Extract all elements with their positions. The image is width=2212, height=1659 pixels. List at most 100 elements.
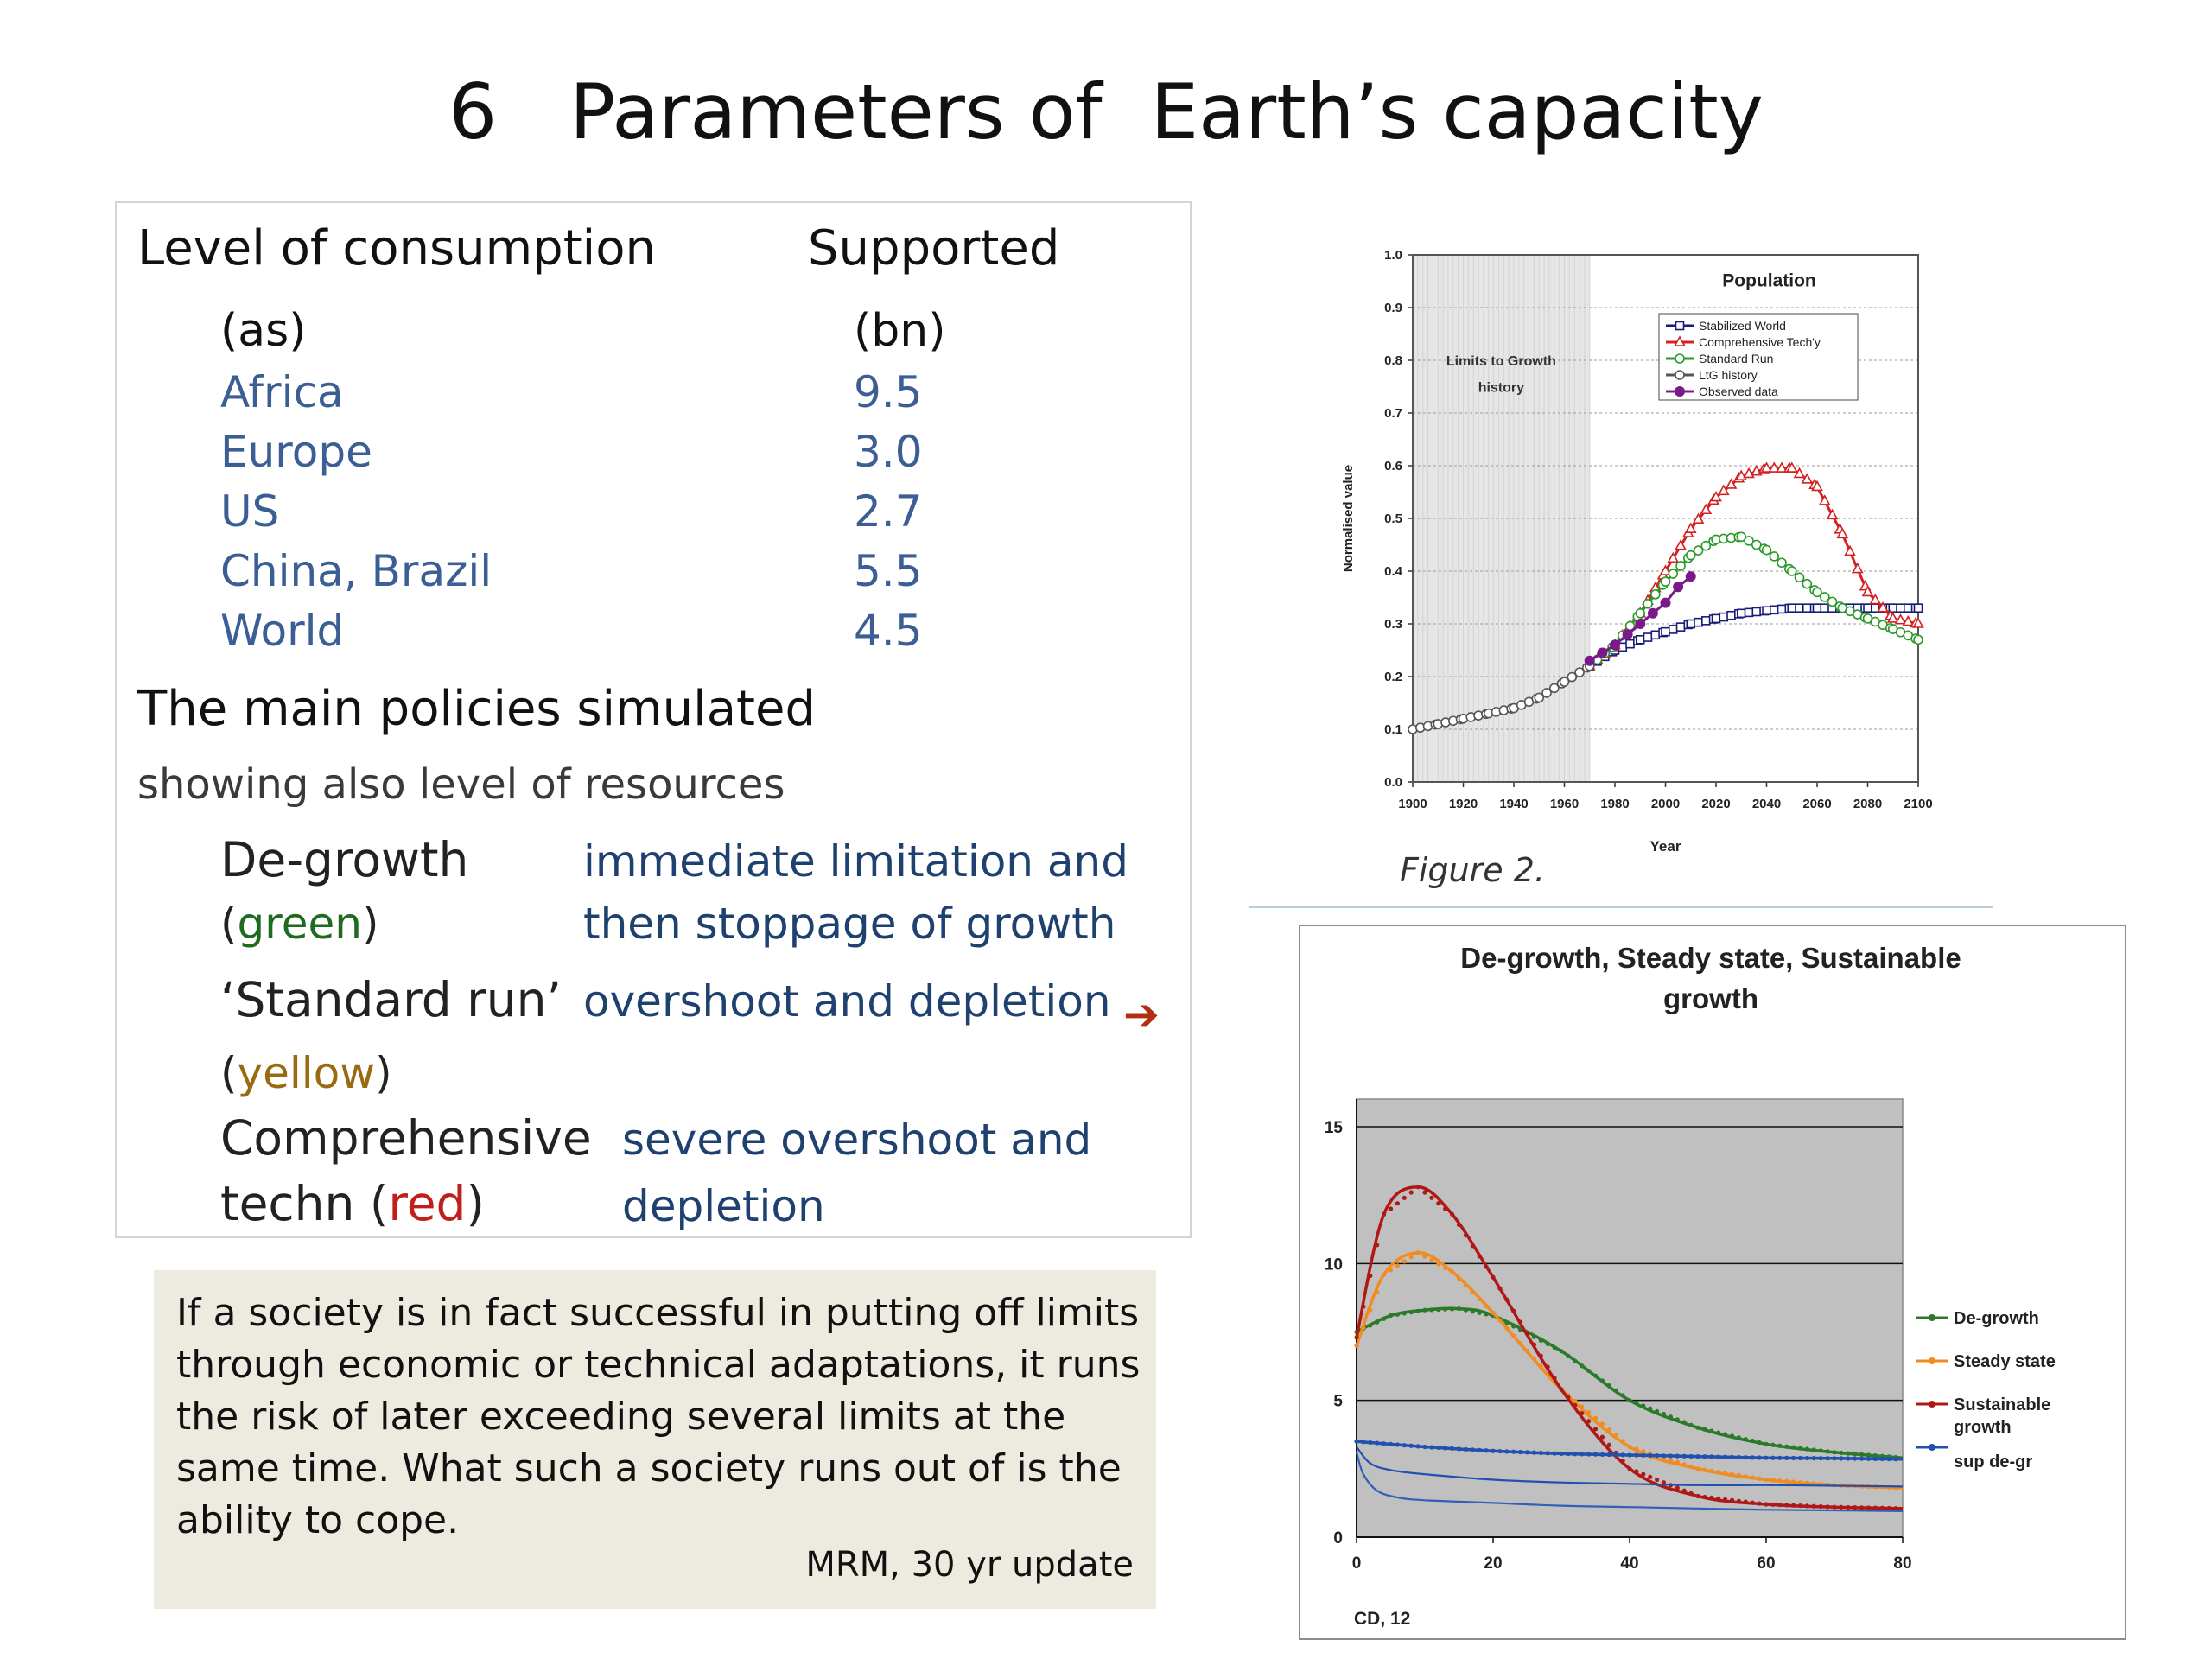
- policy-degrowth-name: De-growth: [220, 832, 469, 887]
- data-point: [1791, 1455, 1796, 1461]
- row-name: Africa: [220, 367, 344, 417]
- series-line: [1588, 535, 1919, 667]
- data-point: [1484, 1312, 1489, 1317]
- data-point: [1729, 1471, 1735, 1477]
- legend-box: [1658, 313, 1859, 401]
- data-point: [1511, 1333, 1516, 1338]
- data-point: [1592, 1427, 1599, 1432]
- data-point: [1354, 1439, 1359, 1444]
- row-name: US: [220, 486, 280, 537]
- data-point: [1685, 571, 1696, 582]
- data-point: [1641, 1448, 1646, 1454]
- x-tick-label: 1940: [1499, 797, 1528, 811]
- data-point: [1866, 1456, 1872, 1461]
- data-point: [1382, 1211, 1387, 1217]
- data-point: [1606, 1382, 1611, 1389]
- data-point: [1770, 1478, 1776, 1483]
- data-point: [1681, 1420, 1687, 1425]
- legend-label: Comprehensive Tech'y: [1699, 335, 1821, 349]
- data-point: [1894, 613, 1907, 625]
- data-point: [1694, 617, 1703, 627]
- data-point: [1711, 613, 1721, 624]
- row-value: 3.0: [854, 427, 923, 477]
- data-point: [1776, 461, 1788, 473]
- data-point: [1688, 1464, 1694, 1469]
- data-point: [1552, 1451, 1557, 1456]
- data-point: [1531, 1342, 1536, 1347]
- data-point: [1661, 626, 1670, 637]
- population-chart: 0.0 0.1 0.2 0.3 0.4 0.5 0.6 0.7 0.8 0.9 1.0 1900 192…: [1341, 248, 1933, 855]
- data-point: [1534, 692, 1545, 703]
- data-point: [1559, 1349, 1564, 1354]
- data-point: [1395, 1312, 1400, 1317]
- data-point: [1912, 617, 1924, 628]
- data-point: [1592, 1415, 1599, 1421]
- data-point: [1777, 557, 1787, 569]
- data-point: [1723, 1432, 1728, 1437]
- policy-comprehensive-name2: techn (red): [220, 1176, 485, 1231]
- data-point: [1700, 503, 1713, 515]
- policy-comprehensive-desc2: depletion: [622, 1181, 825, 1231]
- data-point: [1804, 1446, 1809, 1452]
- data-point: [1903, 603, 1913, 613]
- data-point: [1659, 564, 1672, 575]
- data-point: [1668, 1453, 1673, 1459]
- data-point: [1743, 1455, 1748, 1460]
- capacity-table: Level of consumption Supported (as) (bn)…: [115, 201, 1192, 1238]
- data-point: [1597, 647, 1608, 658]
- data-point: [1395, 1201, 1400, 1206]
- data-point: [1784, 1444, 1789, 1449]
- data-point: [1673, 582, 1684, 593]
- data-point: [1681, 1488, 1687, 1493]
- col1-sub: (as): [220, 305, 307, 357]
- col2-sub: (bn): [854, 305, 946, 357]
- data-point: [1736, 1454, 1741, 1460]
- y-tick-label: 0.1: [1384, 722, 1402, 737]
- data-point: [1661, 1411, 1667, 1417]
- data-point: [1709, 1495, 1714, 1500]
- data-point: [1634, 1452, 1639, 1458]
- data-point: [1484, 1264, 1489, 1269]
- data-point: [1620, 1459, 1625, 1464]
- data-point: [1750, 1475, 1755, 1480]
- data-point: [1750, 1500, 1755, 1505]
- data-point: [1719, 612, 1729, 622]
- data-point: [1368, 1440, 1373, 1446]
- data-point: [1668, 625, 1678, 634]
- data-point: [1402, 1195, 1407, 1200]
- data-point: [1610, 639, 1620, 651]
- data-point: [1794, 572, 1805, 583]
- data-point: [1484, 1303, 1489, 1309]
- data-point: [1729, 1433, 1735, 1439]
- legend-marker: [1929, 1401, 1936, 1408]
- data-point: [1757, 1455, 1762, 1460]
- data-point: [1613, 1452, 1618, 1458]
- policy-degrowth-color: (green): [220, 899, 379, 949]
- data-point: [1827, 596, 1838, 607]
- data-point: [1504, 1297, 1510, 1302]
- data-point: [1802, 578, 1813, 589]
- data-point: [1443, 1306, 1448, 1312]
- data-point: [1851, 562, 1864, 574]
- data-point: [1811, 1456, 1816, 1461]
- data-point: [1668, 1414, 1673, 1420]
- data-point: [1661, 1453, 1667, 1459]
- x-tick-label: 1980: [1600, 797, 1629, 811]
- slide-title: 6 Parameters of Earth’s capacity: [448, 67, 1764, 156]
- series-sup-de-gr: [1354, 1439, 1904, 1462]
- data-point: [1820, 603, 1830, 613]
- legend-label: Steady state: [1954, 1352, 2056, 1371]
- data-point: [1859, 1452, 1865, 1457]
- x-tick-label: 2040: [1752, 797, 1781, 811]
- data-point: [1504, 1325, 1510, 1331]
- data-point: [1797, 1480, 1803, 1485]
- data-point: [1760, 461, 1773, 473]
- data-point: [1655, 1477, 1660, 1483]
- data-point: [1648, 1406, 1653, 1411]
- data-point: [1795, 603, 1804, 613]
- data-point: [1524, 1450, 1530, 1455]
- data-point: [1634, 1446, 1639, 1452]
- data-point: [1606, 1442, 1611, 1447]
- data-point: [1695, 1493, 1700, 1499]
- data-point: [1832, 1450, 1837, 1455]
